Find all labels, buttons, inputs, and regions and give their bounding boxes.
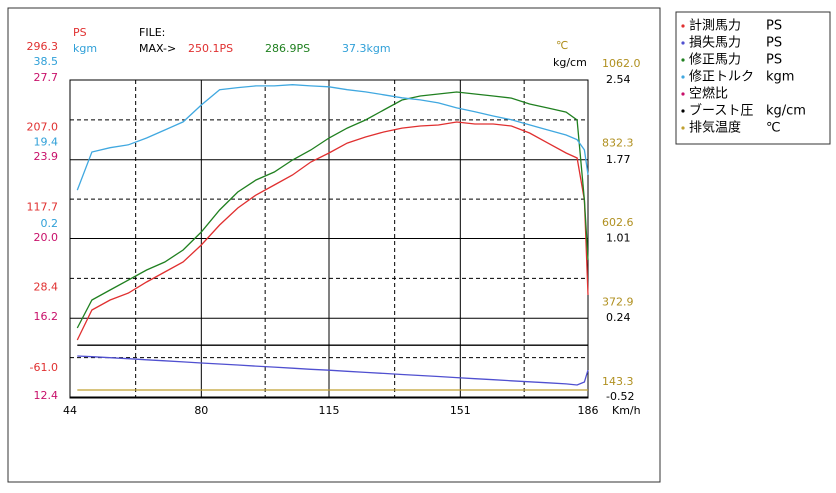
legend-marker	[681, 75, 685, 79]
y-tick-label: 143.3	[602, 375, 634, 388]
legend-label: 修正馬力	[689, 53, 741, 68]
axis-unit: kgm	[73, 42, 97, 55]
y-tick-label: 832.3	[602, 137, 634, 150]
legend-unit: kg/cm	[766, 104, 806, 119]
legend-label: 損失馬力	[689, 36, 741, 51]
file-label: FILE:	[139, 26, 165, 39]
axis-unit: PS	[73, 26, 87, 39]
legend-unit: PS	[766, 53, 782, 68]
y-tick-label: 1.01	[606, 231, 631, 244]
y-tick-label: 38.5	[34, 55, 59, 68]
y-tick-label: 602.6	[602, 216, 634, 229]
x-tick-label: 44	[63, 404, 77, 417]
legend-marker	[681, 92, 685, 96]
legend-label: 修正トルク	[689, 70, 754, 85]
y-tick-label: 23.9	[34, 150, 59, 163]
y-tick-label: -61.0	[30, 361, 58, 374]
series-line	[76, 121, 589, 341]
y-tick-label: 20.0	[34, 231, 59, 244]
y-tick-label: 207.0	[27, 120, 59, 133]
max-value: 37.3kgm	[342, 42, 391, 55]
legend-label: 計測馬力	[689, 18, 741, 34]
y-tick-label: 12.4	[34, 389, 59, 402]
legend-frame	[675, 11, 831, 145]
legend-label: 空燃比	[689, 86, 728, 102]
max-value: 250.1PS	[188, 42, 233, 55]
series-line	[77, 355, 589, 386]
legend-label: 排気温度	[689, 120, 741, 136]
axis-unit: ℃	[556, 39, 568, 52]
legend-marker	[681, 41, 685, 45]
x-tick-label: 151	[450, 404, 471, 417]
legend-unit: ℃	[766, 121, 781, 136]
y-tick-label: 0.2	[41, 217, 59, 230]
max-value: 286.9PS	[265, 42, 310, 55]
y-tick-label: 1.77	[606, 153, 631, 166]
y-tick-label: 117.7	[27, 200, 59, 213]
legend-marker	[681, 24, 685, 28]
chart-frame	[7, 7, 661, 483]
legend-marker	[681, 109, 685, 113]
x-tick-label: 80	[194, 404, 208, 417]
y-tick-label: 28.4	[34, 281, 59, 294]
y-tick-label: 372.9	[602, 296, 634, 309]
legend-unit: kgm	[766, 70, 794, 85]
x-unit: Km/h	[612, 404, 641, 417]
y-tick-label: 1062.0	[602, 57, 641, 70]
axis-unit: kg/cm	[553, 56, 587, 69]
legend-unit: PS	[766, 19, 782, 34]
x-tick-label: 186	[578, 404, 599, 417]
y-tick-label: 16.2	[34, 310, 59, 323]
y-tick-label: 19.4	[34, 136, 59, 149]
y-tick-label: -0.52	[606, 390, 634, 403]
y-tick-label: 296.3	[27, 40, 59, 53]
legend-marker	[681, 58, 685, 62]
max-label: MAX->	[139, 42, 176, 55]
legend-marker	[681, 126, 685, 130]
y-tick-label: 2.54	[606, 73, 631, 86]
y-tick-label: 27.7	[34, 71, 59, 84]
series-line	[76, 84, 589, 191]
series-line	[76, 91, 589, 329]
x-tick-label: 115	[319, 404, 340, 417]
legend-label: ブースト圧	[689, 103, 753, 119]
y-tick-label: 0.24	[606, 311, 631, 324]
legend-unit: PS	[766, 36, 782, 51]
